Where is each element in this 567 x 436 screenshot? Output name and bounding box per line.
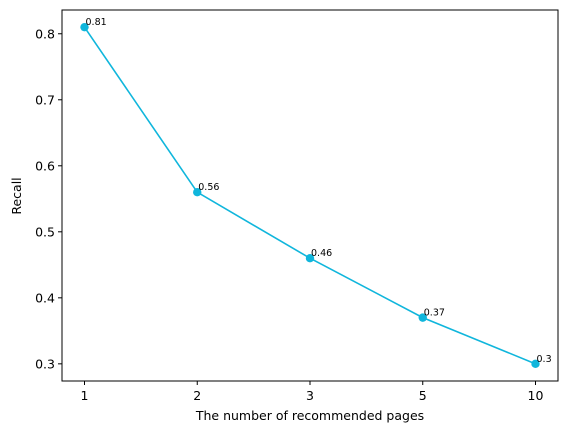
data-point (80, 22, 89, 32)
x-tick-label: 2 (193, 388, 201, 403)
data-label: 0.56 (198, 182, 219, 193)
y-tick-label: 0.8 (35, 26, 55, 41)
series-line (83, 26, 536, 365)
y-tick-label: 0.7 (35, 92, 55, 107)
data-point (193, 187, 202, 197)
data-point (531, 359, 540, 369)
y-tick-label: 0.3 (35, 356, 55, 371)
data-label: 0.37 (424, 308, 445, 319)
y-tick-label: 0.5 (35, 224, 55, 239)
x-tick-label: 5 (419, 388, 427, 403)
data-label: 0.46 (311, 248, 332, 259)
y-tick-label: 0.4 (35, 290, 55, 305)
series-recall (80, 22, 540, 369)
data-point (418, 313, 427, 322)
data-label: 0.81 (86, 17, 107, 28)
data-point (305, 254, 315, 263)
data-label: 0.3 (537, 354, 552, 365)
y-axis-ticks: 0.3 0.4 0.5 0.6 0.7 0.8 (35, 26, 62, 371)
y-axis-label: Recall (9, 177, 24, 214)
x-axis-label: The number of recommended pages (195, 408, 424, 423)
x-tick-label: 1 (81, 388, 89, 403)
x-axis-ticks: 1 2 3 5 10 (81, 381, 544, 403)
x-tick-label: 10 (528, 388, 544, 403)
data-labels: 0.81 0.56 0.46 0.37 0.3 (86, 17, 552, 365)
plot-frame (61, 9, 559, 382)
y-tick-label: 0.6 (35, 158, 55, 173)
x-tick-label: 3 (306, 388, 314, 403)
